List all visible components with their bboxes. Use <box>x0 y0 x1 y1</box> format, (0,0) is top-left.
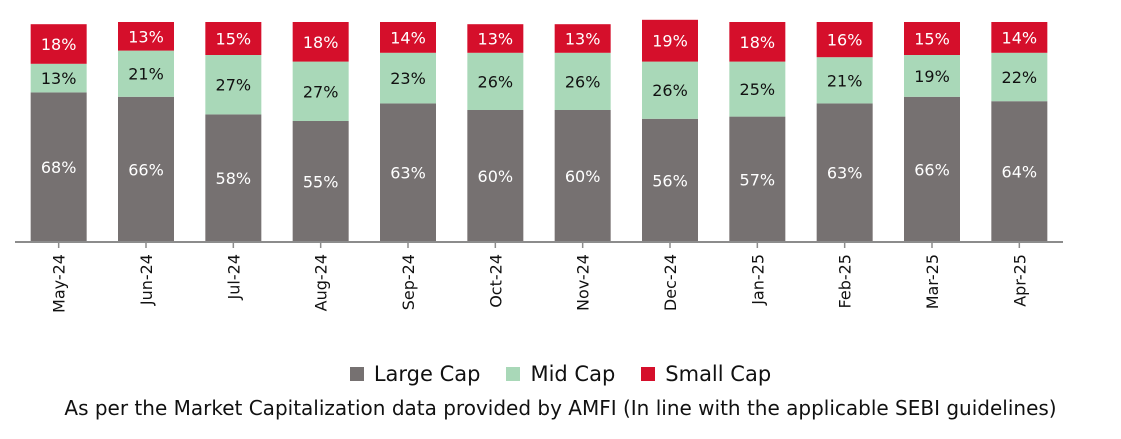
bar-mid-cap-dec-24 <box>642 61 698 119</box>
bars-group: 68% 13% 18% 66% 21% 13% 58% 27% 15% 55% 27% 18% 63% 2… <box>30 19 1048 243</box>
data-label-mid-cap-dec-24: 26% <box>652 81 688 100</box>
bar-small-cap-aug-24 <box>292 22 349 62</box>
x-axis: May-24 Jun-24 Jul-24 Aug-24 Sep-24 Oct-24 Nov-… <box>15 241 1063 313</box>
data-label-mid-cap-jan-25: 25% <box>740 80 776 99</box>
bar-mid-cap-jul-24 <box>205 55 262 115</box>
data-label-mid-cap-jun-24: 21% <box>128 65 164 84</box>
bar-large-cap-mar-25 <box>904 96 960 242</box>
bar-mid-cap-oct-24 <box>467 52 524 110</box>
bar-small-cap-oct-24 <box>467 24 524 53</box>
data-label-mid-cap-may-24: 13% <box>41 69 77 88</box>
bar-mid-cap-sep-24 <box>380 52 436 104</box>
data-label-small-cap-nov-24: 13% <box>565 30 601 49</box>
data-label-large-cap-dec-24: 56% <box>652 171 688 190</box>
bar-large-cap-jun-24 <box>118 96 174 242</box>
legend-label-mid-cap: Mid Cap <box>530 362 616 386</box>
data-label-small-cap-feb-25: 16% <box>827 31 863 50</box>
legend-swatch-mid-cap <box>506 367 521 381</box>
bar-small-cap-sep-24 <box>380 22 436 53</box>
data-label-small-cap-apr-25: 14% <box>1002 28 1038 47</box>
x-tick-label-apr-25: Apr-25 <box>1010 254 1029 307</box>
bar-large-cap-aug-24 <box>292 121 349 242</box>
bar-small-cap-may-24 <box>30 24 87 64</box>
data-label-small-cap-jan-25: 18% <box>740 33 776 52</box>
bar-mid-cap-mar-25 <box>904 55 960 97</box>
bar-large-cap-sep-24 <box>380 103 436 243</box>
data-label-large-cap-sep-24: 63% <box>390 164 426 183</box>
x-tick-label-jun-24: Jun-24 <box>137 254 156 306</box>
x-tick-label-may-24: May-24 <box>50 254 69 313</box>
legend-item-mid-cap: Mid Cap <box>506 362 615 386</box>
data-label-large-cap-apr-25: 64% <box>1002 163 1038 182</box>
data-label-small-cap-mar-25: 15% <box>914 30 950 49</box>
data-label-mid-cap-jul-24: 27% <box>216 76 252 95</box>
bar-mid-cap-aug-24 <box>292 61 349 121</box>
x-tick-label-jan-25: Jan-25 <box>748 254 767 306</box>
legend-item-small-cap: Small Cap <box>641 362 771 386</box>
bar-large-cap-jan-25 <box>729 116 786 242</box>
bar-small-cap-jun-24 <box>118 22 174 51</box>
data-label-mid-cap-aug-24: 27% <box>303 82 339 101</box>
bar-mid-cap-may-24 <box>30 63 87 93</box>
data-label-mid-cap-mar-25: 19% <box>914 67 950 86</box>
data-label-mid-cap-sep-24: 23% <box>390 69 426 88</box>
data-label-mid-cap-oct-24: 26% <box>478 72 514 91</box>
data-label-small-cap-sep-24: 14% <box>390 28 426 47</box>
x-tick-label-dec-24: Dec-24 <box>661 254 680 311</box>
bar-mid-cap-feb-25 <box>816 57 873 104</box>
x-tick-label-nov-24: Nov-24 <box>574 254 593 311</box>
bar-mid-cap-jan-25 <box>729 61 786 117</box>
x-tick-label-feb-25: Feb-25 <box>836 254 855 308</box>
data-label-small-cap-aug-24: 18% <box>303 33 339 52</box>
bar-small-cap-nov-24 <box>554 24 611 53</box>
bar-large-cap-apr-25 <box>991 101 1048 242</box>
data-label-large-cap-may-24: 68% <box>41 158 77 177</box>
x-tick-label-jul-24: Jul-24 <box>224 254 243 300</box>
x-tick-label-sep-24: Sep-24 <box>399 254 418 310</box>
data-label-large-cap-jan-25: 57% <box>740 170 776 189</box>
bar-mid-cap-jun-24 <box>118 50 174 97</box>
data-label-mid-cap-feb-25: 21% <box>827 71 863 90</box>
x-tick-label-oct-24: Oct-24 <box>486 254 505 308</box>
data-label-large-cap-feb-25: 63% <box>827 164 863 183</box>
bar-large-cap-dec-24 <box>642 118 698 242</box>
data-label-small-cap-oct-24: 13% <box>478 30 514 49</box>
legend: Large Cap Mid Cap Small Cap <box>0 362 1121 386</box>
data-label-mid-cap-nov-24: 26% <box>565 72 601 91</box>
footnote: As per the Market Capitalization data pr… <box>64 396 1057 420</box>
data-label-large-cap-nov-24: 60% <box>565 167 601 186</box>
data-label-large-cap-oct-24: 60% <box>478 167 514 186</box>
x-tick-label-aug-24: Aug-24 <box>312 254 331 311</box>
bar-small-cap-jul-24 <box>205 22 262 55</box>
legend-label-large-cap: Large Cap <box>373 362 481 386</box>
data-label-small-cap-may-24: 18% <box>41 35 77 54</box>
bar-large-cap-may-24 <box>30 92 87 243</box>
legend-label-small-cap: Small Cap <box>665 362 772 386</box>
bar-small-cap-mar-25 <box>904 22 960 55</box>
bar-mid-cap-apr-25 <box>991 52 1048 102</box>
data-label-large-cap-mar-25: 66% <box>914 160 950 179</box>
bar-small-cap-apr-25 <box>991 22 1048 53</box>
data-label-large-cap-jun-24: 66% <box>128 160 164 179</box>
bar-small-cap-jan-25 <box>729 22 786 62</box>
bar-large-cap-feb-25 <box>816 103 873 243</box>
legend-swatch-large-cap <box>349 367 364 381</box>
bar-large-cap-nov-24 <box>554 110 611 242</box>
data-label-large-cap-aug-24: 55% <box>303 173 339 192</box>
legend-item-large-cap: Large Cap <box>349 362 481 386</box>
bar-large-cap-jul-24 <box>205 114 262 242</box>
data-label-large-cap-jul-24: 58% <box>216 169 252 188</box>
x-tick-label-mar-25: Mar-25 <box>923 254 942 309</box>
bar-large-cap-oct-24 <box>467 110 524 242</box>
bar-small-cap-feb-25 <box>816 22 873 58</box>
data-label-small-cap-jul-24: 15% <box>216 30 252 49</box>
data-label-small-cap-dec-24: 19% <box>652 32 688 51</box>
data-label-mid-cap-apr-25: 22% <box>1002 68 1038 87</box>
data-label-small-cap-jun-24: 13% <box>128 27 164 46</box>
stacked-bar-chart: 68% 13% 18% 66% 21% 13% 58% 27% 15% 55% 27% 18% 63% 2… <box>15 19 1063 313</box>
bar-small-cap-dec-24 <box>642 19 698 62</box>
bar-mid-cap-nov-24 <box>554 52 611 110</box>
legend-swatch-small-cap <box>641 367 656 381</box>
